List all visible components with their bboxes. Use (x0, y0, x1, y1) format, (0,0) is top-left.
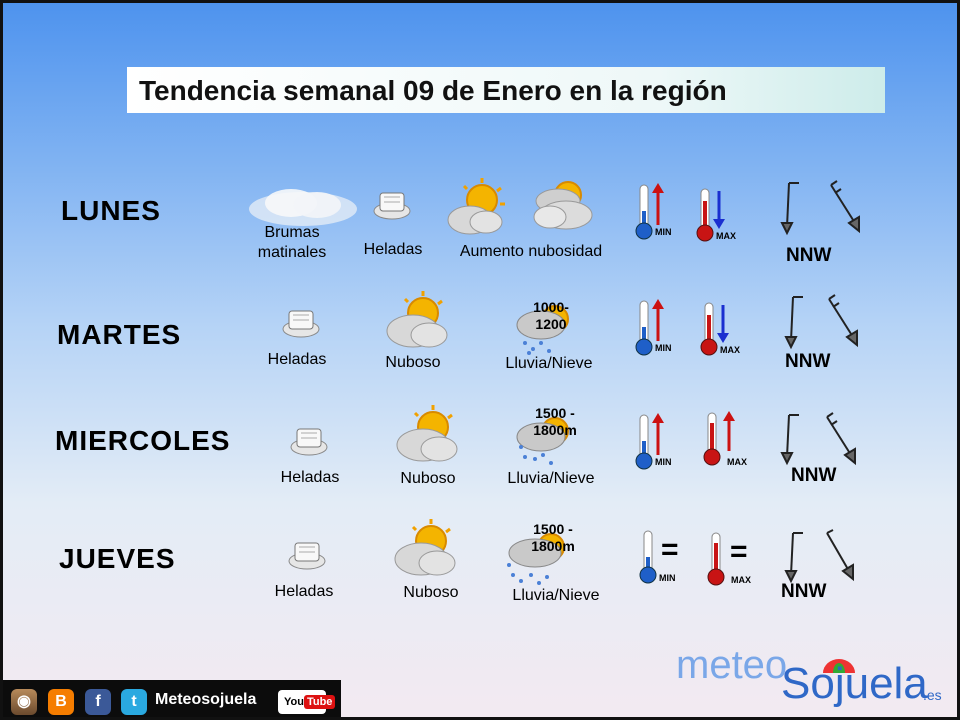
twitter-icon[interactable]: t (121, 689, 147, 715)
label-martes-nuboso: Nuboso (385, 354, 441, 371)
sun-cloud-icon (386, 291, 448, 348)
thermometer-max-down: MAX (696, 188, 736, 242)
wind-icons (784, 529, 854, 584)
svg-text:MAX: MAX (720, 345, 740, 355)
label-jueves-lluvia: Lluvia/Nieve (512, 587, 600, 604)
thermometer-max-up: MAX (703, 411, 747, 467)
brand-tld: .es (923, 687, 942, 703)
youtube-icon[interactable]: You Tube (278, 690, 336, 714)
snow-level-jueves: 1500 - 1800m (531, 521, 575, 554)
rain-snow-icon (516, 305, 569, 355)
brand-meteo: meteo (676, 643, 788, 687)
label-miercoles-heladas: Heladas (280, 469, 340, 486)
thermometer-min-up: MIN (635, 413, 672, 470)
label-martes-heladas: Heladas (267, 351, 327, 368)
thermometer-min-up: MIN (635, 299, 672, 356)
equal-max: = (730, 535, 748, 568)
blogger-icon[interactable]: B (48, 689, 74, 715)
frost-icon (288, 542, 326, 570)
day-name-jueves: JUEVES (59, 543, 176, 574)
mist-icon (249, 189, 357, 226)
brand-sojuela: Sojuela (781, 659, 928, 708)
svg-text:MIN: MIN (659, 573, 676, 583)
wind-direction-miercoles: NNW (791, 465, 837, 486)
thermometer-max-down: MAX (700, 302, 740, 356)
rain-snow-icon (507, 533, 565, 585)
wind-direction-jueves: NNW (781, 581, 827, 602)
thermometer-min-equal: MIN (639, 530, 676, 584)
wind-icons (780, 412, 856, 466)
label-miercoles-lluvia: Lluvia/Nieve (507, 470, 595, 487)
svg-text:MAX: MAX (716, 231, 736, 241)
thermometer-min-up: MIN (635, 183, 672, 240)
svg-text:MIN: MIN (655, 227, 672, 237)
umbrella-icon (823, 659, 855, 673)
rain-snow-icon (516, 417, 569, 465)
frost-icon (373, 192, 411, 220)
wind-icons (784, 294, 858, 350)
instagram-icon[interactable]: ◉ (11, 689, 37, 715)
day-name-miercoles: MIERCOLES (55, 425, 231, 456)
day-name-lunes: LUNES (61, 195, 161, 226)
sun-cloud-icon (447, 178, 505, 235)
equal-min: = (661, 533, 679, 566)
label-lunes-heladas: Heladas (363, 241, 423, 258)
wind-direction-martes: NNW (785, 351, 831, 372)
label-jueves-heladas: Heladas (274, 583, 334, 600)
thermometer-max-equal: MAX (707, 532, 751, 586)
frost-icon (282, 310, 320, 338)
wind-direction-lunes: NNW (786, 245, 832, 266)
label-lunes-brumas: Brumas matinales (257, 224, 327, 261)
label-jueves-nuboso: Nuboso (403, 584, 459, 601)
day-name-martes: MARTES (57, 319, 182, 350)
title-banner: Tendencia semanal 09 de Enero en la regi… (127, 67, 885, 113)
svg-text:MAX: MAX (727, 457, 747, 467)
svg-text:MIN: MIN (655, 343, 672, 353)
page-title: Tendencia semanal 09 de Enero en la regi… (139, 75, 727, 106)
frost-icon (290, 428, 328, 456)
svg-text:MAX: MAX (731, 575, 751, 585)
label-lunes-nubosidad: Aumento nubosidad (459, 243, 603, 260)
social-bar: ◉ B f t Meteosojuela You Tube (3, 680, 341, 717)
svg-text:MIN: MIN (655, 457, 672, 467)
label-martes-lluvia: Lluvia/Nieve (505, 355, 593, 372)
social-handle[interactable]: Meteosojuela (155, 691, 257, 708)
label-miercoles-nuboso: Nuboso (400, 470, 456, 487)
sun-cloud-icon (396, 405, 458, 462)
snow-level-martes: 1000- 1200 (533, 299, 569, 332)
snow-level-miercoles: 1500 - 1800m (533, 405, 577, 438)
wind-icons (780, 180, 860, 236)
sun-cloud-icon (394, 519, 456, 576)
facebook-icon[interactable]: f (85, 689, 111, 715)
cloudy-increase-icon (533, 181, 593, 230)
